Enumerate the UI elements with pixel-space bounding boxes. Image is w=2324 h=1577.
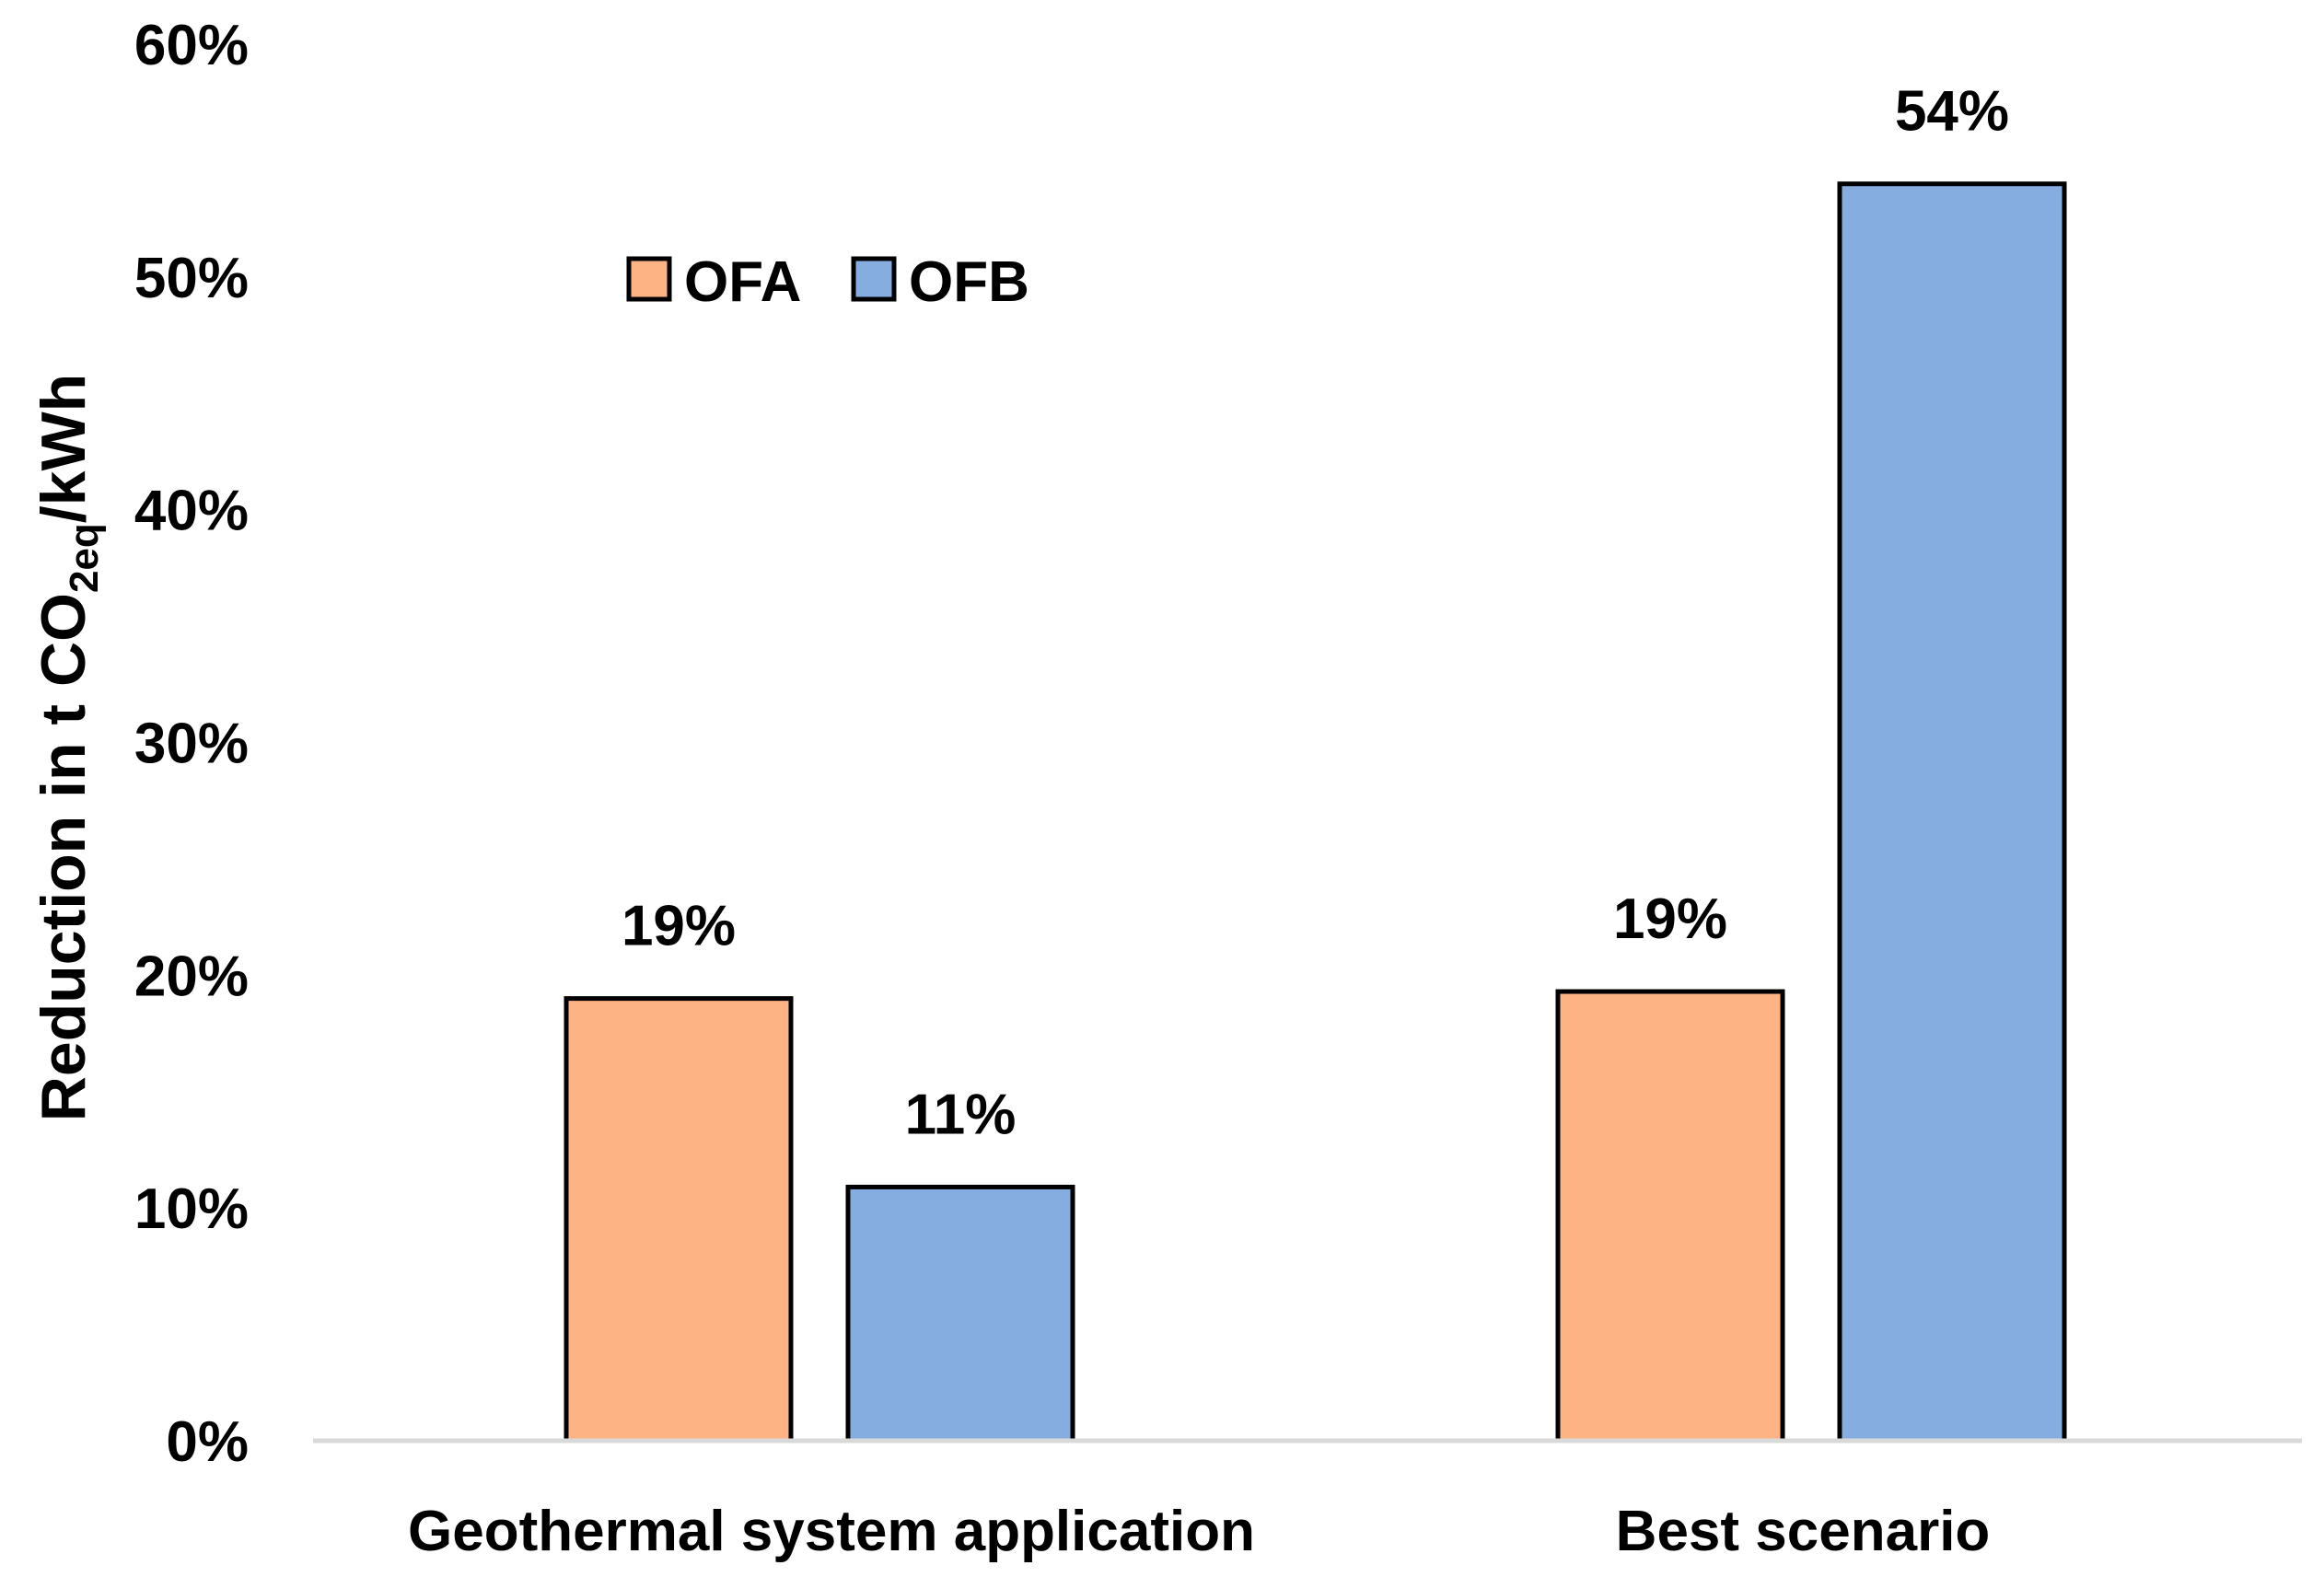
bar-ofb-0 [845, 1184, 1075, 1444]
legend: OFA OFB [626, 250, 1029, 314]
legend-label-ofb: OFB [909, 250, 1029, 314]
data-labels-group: 19% 11% 19% 54% [622, 80, 2009, 1147]
data-label-ofa-0: 19% [622, 895, 736, 958]
legend-label-ofa: OFA [684, 250, 801, 314]
category-labels: Geothermal system application Best scenar… [408, 1500, 1990, 1563]
y-axis-title: Reduction in t CO2eq/kWh [29, 374, 107, 1121]
y-tick-label: 60% [134, 14, 249, 77]
y-tick-label: 20% [134, 945, 249, 1008]
y-tick-label: 10% [134, 1177, 249, 1241]
y-tick-label: 40% [134, 480, 249, 543]
y-axis-title-suffix: /kWh [29, 374, 99, 523]
data-label-ofb-1: 54% [1895, 80, 2009, 144]
bars-group [564, 181, 2067, 1444]
y-axis-title-subscript: 2eq [62, 523, 107, 593]
bar-ofb-1 [1837, 181, 2067, 1444]
bar-ofa-0 [564, 996, 794, 1444]
y-tick-label: 0% [166, 1410, 249, 1474]
data-label-ofa-1: 19% [1613, 887, 1727, 951]
legend-swatch-ofa [626, 256, 672, 302]
bar-ofa-1 [1555, 989, 1785, 1444]
data-label-ofb-0: 11% [905, 1083, 1017, 1146]
y-axis-title-prefix: Reduction in t CO [29, 593, 99, 1121]
legend-swatch-ofb [851, 256, 897, 302]
y-tick-label: 30% [134, 713, 249, 776]
category-label-0: Geothermal system application [408, 1500, 1255, 1563]
category-label-1: Best scenario [1616, 1500, 1991, 1563]
y-axis-ticks: 0% 10% 20% 30% 40% 50% 60% [134, 14, 249, 1474]
y-tick-label: 50% [134, 247, 249, 310]
